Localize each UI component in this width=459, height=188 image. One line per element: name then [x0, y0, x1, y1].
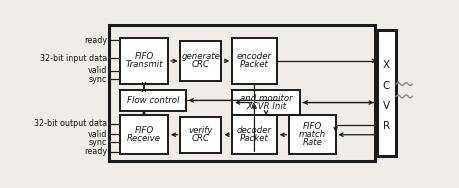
- Text: decoder: decoder: [236, 126, 271, 135]
- Text: Flow control: Flow control: [126, 96, 179, 105]
- Text: ready: ready: [84, 36, 107, 45]
- Bar: [120, 38, 168, 84]
- Text: 32-bit output data: 32-bit output data: [34, 119, 107, 128]
- Bar: [120, 90, 185, 111]
- Text: match: match: [298, 130, 325, 139]
- Text: XCVR Init: XCVR Init: [246, 102, 285, 111]
- Bar: [376, 30, 395, 156]
- Text: FIFO: FIFO: [134, 126, 153, 135]
- Text: ready: ready: [84, 147, 107, 156]
- Bar: [232, 38, 276, 84]
- Text: FIFO: FIFO: [134, 52, 153, 61]
- Bar: [109, 25, 374, 161]
- Text: Rate: Rate: [302, 138, 322, 147]
- Text: valid: valid: [88, 130, 107, 139]
- Bar: [289, 115, 335, 154]
- Text: R: R: [382, 121, 389, 131]
- Text: encoder: encoder: [236, 52, 271, 61]
- Text: Packet: Packet: [240, 60, 269, 69]
- Text: Packet: Packet: [240, 134, 269, 143]
- Text: Receive: Receive: [127, 134, 161, 143]
- Text: FIFO: FIFO: [302, 122, 321, 131]
- Text: 32-bit input data: 32-bit input data: [40, 54, 107, 63]
- Text: CRC: CRC: [191, 134, 210, 143]
- Text: CRC: CRC: [191, 60, 210, 69]
- Text: generate: generate: [181, 52, 220, 61]
- Text: C: C: [382, 80, 389, 91]
- Text: X: X: [382, 60, 389, 70]
- Bar: [120, 115, 168, 154]
- Text: and monitor: and monitor: [239, 94, 292, 103]
- Bar: [180, 117, 221, 153]
- Bar: [232, 90, 299, 115]
- Text: V: V: [382, 101, 389, 111]
- Text: verify: verify: [188, 126, 213, 135]
- Bar: [180, 41, 221, 81]
- Text: sync: sync: [89, 138, 107, 147]
- Text: Transmit: Transmit: [125, 60, 162, 69]
- Bar: [232, 115, 276, 154]
- Text: sync: sync: [89, 75, 107, 84]
- Text: valid: valid: [88, 66, 107, 75]
